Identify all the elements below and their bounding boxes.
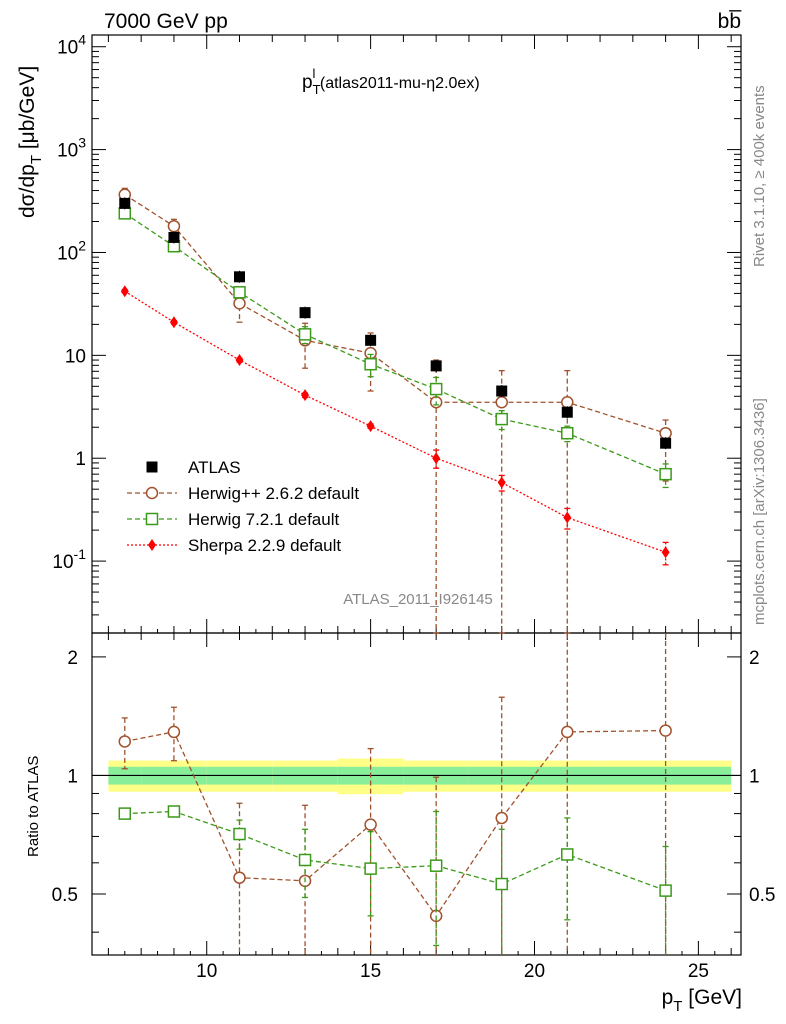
plot-title: pTl (atlas2011-mu-η2.0ex) <box>302 66 480 97</box>
data-point <box>366 420 375 433</box>
data-point <box>429 382 443 396</box>
series <box>118 187 672 955</box>
ratio-tick-label-right: 2 <box>749 648 760 669</box>
series-line <box>124 194 666 434</box>
ratio-line <box>124 810 666 892</box>
process-label: bb̅ <box>718 10 743 33</box>
legend-label: ATLAS <box>188 458 241 477</box>
legend-marker <box>146 461 158 473</box>
data-point <box>120 285 129 298</box>
data-point <box>167 219 181 233</box>
data-point <box>118 207 132 220</box>
series-2 <box>118 207 672 489</box>
data-point <box>233 286 246 299</box>
data-point <box>496 385 508 397</box>
ratio-point <box>364 818 377 831</box>
ratio-tick-label-left: 1 <box>67 766 78 787</box>
data-point <box>561 395 574 409</box>
ratio-point <box>167 725 181 739</box>
data-point <box>497 476 506 489</box>
data-point <box>495 395 508 409</box>
ratio-bands <box>92 758 741 795</box>
axes: 10 15 20 25 10-1 1 10 102 103 104 0.5 0.5 1 1 2 2 <box>52 32 776 982</box>
ratio-line <box>124 729 666 918</box>
ratio-point <box>659 724 672 737</box>
energy-label: 7000 GeV pp <box>104 10 228 33</box>
ratio-point <box>298 853 312 867</box>
x-tick-label: 20 <box>524 961 545 982</box>
rivet-label: Rivet 3.1.10, ≥ 400k events <box>751 85 768 267</box>
legend-marker <box>145 486 159 500</box>
x-tick-label: 10 <box>196 961 217 982</box>
ratio-frame <box>91 632 742 956</box>
legend-item: Herwig 7.2.1 default <box>127 510 339 529</box>
ratio-tick-label-right: 0.5 <box>749 885 775 906</box>
legend-item: Sherpa 2.2.9 default <box>127 536 341 555</box>
x-tick-label: 15 <box>360 961 381 982</box>
legend-item: ATLAS <box>146 458 241 477</box>
legend-label: Sherpa 2.2.9 default <box>188 536 341 555</box>
mcplots-label: mcplots.cern.ch [arXiv:1306.3436] <box>751 398 768 625</box>
data-point <box>432 452 441 465</box>
data-point <box>364 357 377 371</box>
data-point <box>659 467 672 481</box>
ratio-point <box>233 871 246 884</box>
data-point <box>119 197 131 209</box>
data-point <box>659 426 672 440</box>
series-3 <box>120 285 670 566</box>
data-point <box>365 334 377 346</box>
data-point <box>561 426 574 440</box>
series-1 <box>118 187 672 634</box>
y-tick-label: 1 <box>75 449 86 470</box>
ratio-tick-label-left: 2 <box>67 648 78 669</box>
ratio-point <box>118 735 132 748</box>
data-series <box>119 197 672 450</box>
ratio-point <box>233 827 246 841</box>
ratio-point <box>495 811 508 825</box>
ratio-point <box>429 859 443 872</box>
legend-item: Herwig++ 2.6.2 default <box>127 484 359 503</box>
y-tick-label: 102 <box>57 237 86 264</box>
legend: ATLAS Herwig++ 2.6.2 default Herwig 7.2.1 … <box>127 458 359 555</box>
data-point <box>168 231 180 243</box>
ratio-tick-label-left: 0.5 <box>52 885 78 906</box>
y-tick-label: 10-1 <box>52 546 86 573</box>
y-axis-label: dσ/dpT [μb/GeV] <box>16 66 45 218</box>
legend-label: Herwig++ 2.6.2 default <box>188 484 359 503</box>
legend-marker <box>145 512 159 526</box>
legend-marker <box>148 539 156 551</box>
x-axis-label: pT [GeV] <box>662 986 742 1015</box>
data-point <box>298 328 312 341</box>
ratio-point <box>561 725 574 739</box>
data-point <box>299 307 311 319</box>
data-point <box>660 437 672 449</box>
data-point <box>430 360 442 372</box>
data-point <box>233 297 246 310</box>
data-point <box>563 511 572 524</box>
ratio-point <box>495 877 508 891</box>
data-point <box>235 354 244 367</box>
legend-label: Herwig 7.2.1 default <box>188 510 339 529</box>
data-point <box>169 316 178 329</box>
y-tick-label: 10 <box>65 346 86 367</box>
x-tick-label: 25 <box>688 961 709 982</box>
analysis-label: ATLAS_2011_I926145 <box>343 591 493 608</box>
ratio-series-2 <box>118 805 672 955</box>
ratio-point <box>561 848 574 861</box>
ratio-point <box>118 807 132 820</box>
ratio-point <box>364 862 377 875</box>
data-point <box>561 406 573 418</box>
data-point <box>234 271 245 283</box>
ratio-y-label: Ratio to ATLAS <box>25 756 42 857</box>
data-point <box>495 412 508 426</box>
ratio-point <box>659 884 672 897</box>
ratio-tick-label-right: 1 <box>749 766 760 787</box>
data-point <box>301 389 310 402</box>
ratio-point <box>167 805 181 818</box>
y-tick-label: 103 <box>57 135 86 162</box>
series-line <box>124 212 666 475</box>
data-point <box>661 546 670 559</box>
y-tick-label: 104 <box>57 32 86 59</box>
